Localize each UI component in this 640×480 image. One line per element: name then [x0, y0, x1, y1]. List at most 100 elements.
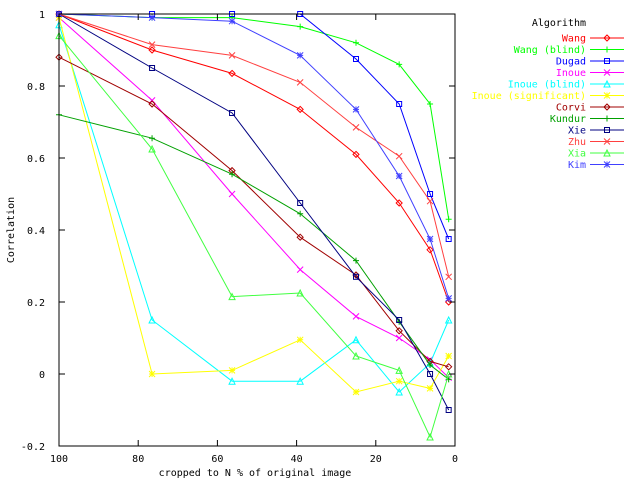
y-tick-label: 0.4 — [27, 226, 45, 237]
data-point-dugad — [396, 101, 403, 107]
y-tick-label: 0.2 — [27, 298, 45, 309]
data-point-dugad — [353, 56, 359, 62]
legend-item-inoue-significant: Inoue (significant) — [472, 91, 624, 102]
y-axis-label: Correlation — [6, 197, 17, 263]
series-kim — [55, 10, 453, 302]
data-point-wang — [296, 105, 304, 114]
legend-item-wang: Wang — [562, 34, 624, 45]
legend-label: Xia — [568, 149, 586, 160]
axis-ticks: -0.2 0 0.2 0.4 0.6 0.8 1 100 80 60 40 20 0 — [21, 10, 458, 465]
x-axis-label: cropped to N % of original image — [159, 468, 352, 479]
data-point-kim — [148, 14, 156, 21]
data-point-xie — [427, 371, 434, 377]
series-wang-blind — [56, 11, 452, 223]
series-line-wang — [58, 13, 450, 303]
data-point-wang-blind — [445, 216, 452, 223]
data-point-corvi — [148, 100, 156, 108]
data-point-xie — [353, 273, 359, 280]
legend-label: Inoue — [556, 68, 586, 79]
legend-item-dugad: Dugad — [556, 57, 624, 68]
data-point-inoue-significant — [426, 385, 434, 392]
data-point-wang-blind — [297, 23, 304, 30]
legend-item-xia: Xia — [568, 149, 624, 160]
data-point-xie — [396, 317, 403, 323]
series-line-xia — [58, 35, 450, 439]
data-point-dugad — [445, 236, 452, 242]
series-line-inoue-blind — [58, 24, 450, 393]
data-point-kundur — [297, 210, 304, 217]
legend-item-kim: Kim — [568, 160, 624, 171]
series-line-kim — [58, 13, 450, 299]
legend-label: Inoue (blind) — [508, 80, 586, 91]
legend-marker — [603, 79, 611, 88]
data-point-wang-blind — [396, 61, 403, 68]
legend-marker — [603, 161, 611, 168]
series-line-xie — [58, 13, 450, 411]
legend-marker — [603, 103, 611, 111]
legend-marker — [603, 148, 611, 157]
series-line-inoue-significant — [58, 17, 450, 393]
data-point-zhu — [445, 273, 453, 281]
data-point-kim — [395, 172, 403, 180]
legend-item-zhu: Zhu — [568, 137, 624, 148]
series-wang — [55, 10, 453, 306]
data-point-inoue — [296, 266, 304, 273]
data-point-inoue-blind — [148, 315, 156, 324]
series-kundur — [56, 111, 452, 383]
legend-label: Corvi — [556, 103, 586, 114]
data-point-wang — [395, 199, 403, 207]
data-point-zhu — [228, 52, 236, 59]
data-point-inoue-significant — [228, 367, 236, 374]
data-point-xie — [445, 407, 452, 413]
legend-item-inoue-blind: Inoue (blind) — [508, 80, 624, 91]
data-point-xia — [426, 432, 434, 441]
series-dugad — [56, 11, 452, 242]
series-xie — [56, 11, 452, 413]
x-tick-label: 100 — [50, 454, 68, 465]
series-line-wang-blind — [58, 13, 450, 220]
legend-item-xie: Xie — [568, 126, 624, 137]
legend-item-kundur: Kundur — [550, 114, 624, 125]
y-tick-label: -0.2 — [21, 442, 45, 453]
y-tick-label: 0.6 — [27, 154, 45, 165]
series-inoue — [55, 14, 453, 381]
data-point-xia — [352, 351, 360, 360]
legend-marker — [603, 34, 611, 42]
x-tick-label: 0 — [452, 454, 458, 465]
data-point-kundur — [353, 257, 359, 264]
data-point-wang — [426, 246, 434, 254]
legend-marker — [603, 69, 611, 76]
data-point-zhu — [148, 41, 156, 48]
data-point-xia — [228, 292, 236, 301]
data-point-inoue-significant — [148, 370, 156, 378]
data-point-zhu — [395, 152, 403, 160]
data-point-xia — [296, 288, 304, 297]
legend-item-inoue: Inoue — [556, 68, 624, 79]
data-point-xia — [395, 366, 403, 374]
legend-label: Wang (blind) — [514, 45, 586, 56]
legend-label: Dugad — [556, 57, 586, 68]
data-point-wang-blind — [353, 39, 359, 46]
data-point-kim — [296, 52, 304, 59]
legend-label: Wang — [562, 34, 586, 45]
data-point-wang — [352, 150, 360, 159]
data-point-xia — [148, 144, 156, 153]
data-point-inoue-blind — [444, 315, 453, 324]
legend-label: Kundur — [550, 114, 586, 125]
series-line-kundur — [58, 114, 450, 380]
legend-marker — [603, 138, 611, 145]
data-point-kim — [445, 295, 453, 302]
data-point-xie — [229, 110, 236, 116]
data-point-kim — [352, 106, 360, 113]
data-point-kundur — [229, 171, 236, 178]
x-tick-label: 20 — [370, 454, 382, 465]
data-point-wang-blind — [427, 101, 434, 107]
legend-item-corvi: Corvi — [556, 103, 624, 114]
x-tick-label: 80 — [132, 454, 144, 465]
data-point-wang — [148, 46, 156, 54]
x-tick-label: 40 — [291, 454, 303, 465]
data-point-zhu — [426, 197, 434, 205]
data-point-inoue-blind — [228, 377, 236, 385]
